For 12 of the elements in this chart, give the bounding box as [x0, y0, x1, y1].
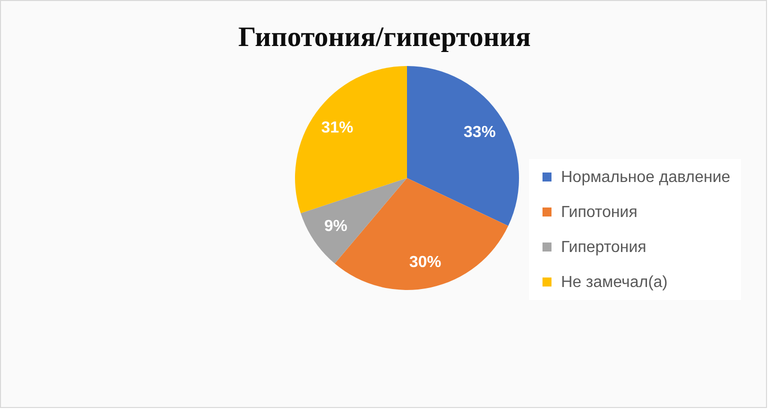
pie-slice — [300, 178, 407, 264]
data-label: 31% — [321, 120, 354, 137]
data-label: 9% — [324, 218, 348, 236]
pie-slice — [407, 66, 519, 226]
data-label: 33% — [464, 124, 496, 142]
legend-label: Нормальное давление — [561, 169, 730, 186]
chart-title: Гипотония/гипертония — [238, 22, 531, 53]
legend-label: Не замечал(а) — [561, 274, 668, 291]
pie-slice — [295, 66, 407, 214]
legend-label: Гипотония — [561, 204, 638, 221]
legend-label: Гипертония — [561, 239, 646, 256]
data-label: 30% — [409, 254, 442, 272]
